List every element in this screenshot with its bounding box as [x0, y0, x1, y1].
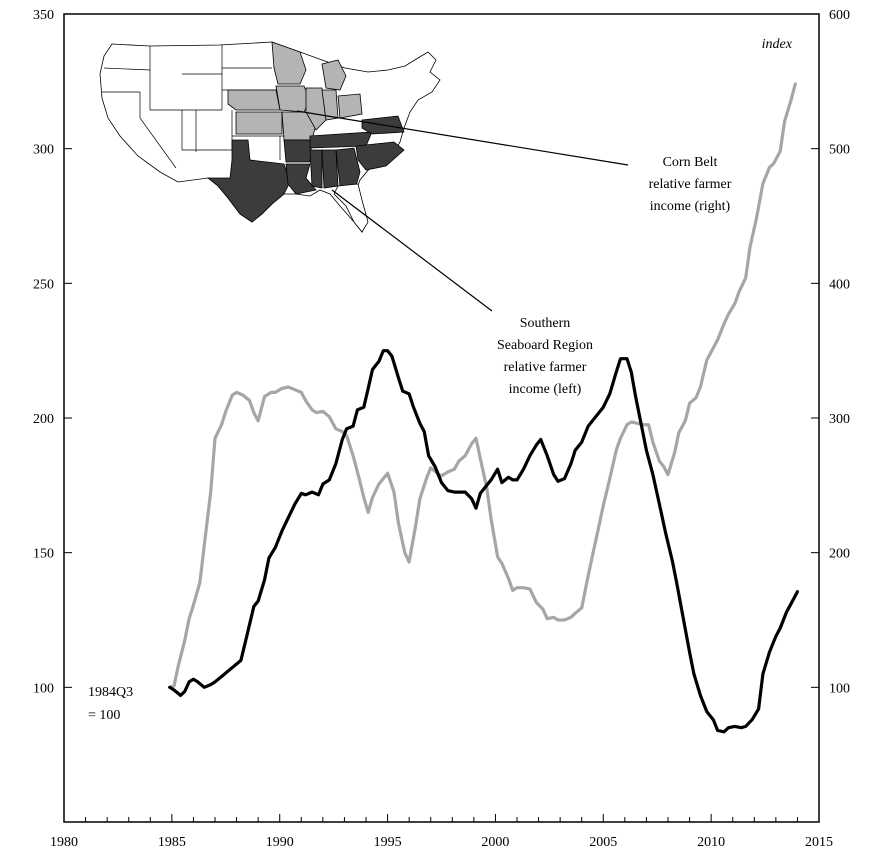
- florida: [333, 183, 369, 233]
- x-tick-label: 1995: [374, 835, 402, 850]
- y-left-tick-label: 350: [33, 8, 54, 23]
- x-axis: 1980 1985 1990 1995 2000 2005 2010 2015: [50, 814, 833, 850]
- minnesota: [271, 41, 307, 85]
- x-tick-label: 1980: [50, 835, 78, 850]
- us-map-state-borders: [102, 45, 300, 169]
- corn-belt-label-line1: Corn Belt: [663, 155, 718, 170]
- southern-leader-line: [331, 189, 493, 312]
- louisiana: [285, 163, 317, 195]
- southern-label-line3: relative farmer: [504, 360, 587, 375]
- y-left-tick-label: 300: [33, 143, 54, 158]
- x-tick-label: 2000: [481, 835, 509, 850]
- y-right-tick-label: 600: [829, 8, 850, 23]
- texas: [206, 139, 291, 223]
- illinois: [305, 87, 327, 131]
- kansas: [235, 111, 283, 135]
- base-note-line2: = 100: [88, 708, 120, 723]
- corn-belt-leader-line: [296, 110, 629, 166]
- corn-belt-label-line3: income (right): [650, 199, 731, 214]
- southern-label-line4: income (left): [509, 382, 582, 397]
- southern-seaboard-states: [206, 115, 405, 223]
- us-map-inset: [99, 41, 441, 233]
- series-line-southern: [168, 349, 799, 734]
- southern-label-line1: Southern: [520, 316, 571, 331]
- y-axis-right: 100 200 300 400 500 600: [811, 8, 850, 696]
- arkansas: [283, 139, 313, 163]
- y-right-tick-label: 100: [829, 681, 850, 696]
- georgia: [335, 147, 361, 187]
- series-line-corn-belt: [168, 82, 797, 689]
- x-tick-label: 1990: [266, 835, 294, 850]
- southern-label-line2: Seaboard Region: [497, 338, 593, 353]
- nebraska: [227, 89, 281, 111]
- y-right-tick-label: 400: [829, 277, 850, 292]
- y-left-tick-label: 200: [33, 412, 54, 427]
- corn-belt-states: [227, 41, 363, 141]
- x-tick-label: 1985: [158, 835, 186, 850]
- michigan: [321, 59, 347, 91]
- y-right-tick-label: 300: [829, 412, 850, 427]
- y-left-tick-label: 250: [33, 277, 54, 292]
- y-axis-left: 100 150 200 250 300 350: [33, 8, 72, 823]
- y-left-tick-label: 150: [33, 547, 54, 562]
- x-tick-label: 2005: [589, 835, 617, 850]
- carolinas: [355, 141, 405, 171]
- y-left-tick-label: 100: [33, 681, 54, 696]
- x-tick-label: 2015: [805, 835, 833, 850]
- ohio: [337, 93, 363, 119]
- corn-belt-label-line2: relative farmer: [649, 177, 732, 192]
- iowa: [275, 85, 311, 113]
- mississippi: [309, 149, 323, 189]
- y-right-tick-label: 500: [829, 143, 850, 158]
- base-note-line1: 1984Q3: [88, 685, 133, 700]
- alabama: [321, 149, 339, 189]
- y-right-tick-label: 200: [829, 547, 850, 562]
- x-tick-label: 2010: [697, 835, 725, 850]
- index-label: index: [762, 37, 793, 52]
- series-layer: [168, 82, 799, 734]
